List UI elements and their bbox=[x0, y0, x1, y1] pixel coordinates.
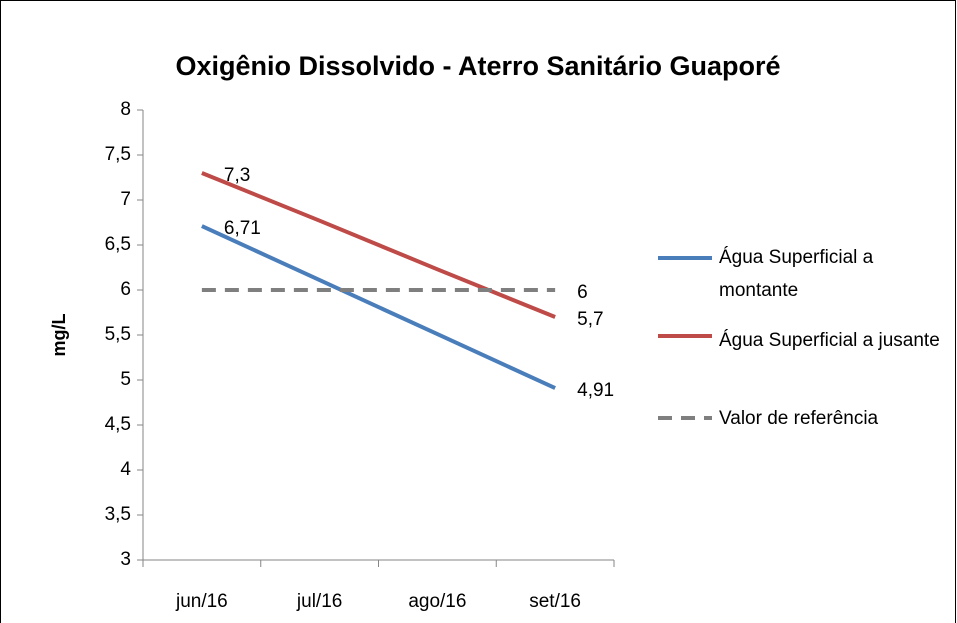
x-tick-label: jun/16 bbox=[175, 591, 228, 612]
data-label: 7,3 bbox=[224, 165, 250, 186]
x-tick-label: jul/16 bbox=[296, 591, 342, 612]
x-tick-label: ago/16 bbox=[408, 591, 466, 612]
data-label: 5,7 bbox=[577, 309, 603, 330]
y-tick-label: 4 bbox=[120, 459, 131, 480]
data-label: 6 bbox=[577, 282, 588, 303]
chart-title: Oxigênio Dissolvido - Aterro Sanitário G… bbox=[175, 51, 780, 81]
y-tick-label: 6,5 bbox=[105, 234, 131, 255]
data-label: 6,71 bbox=[224, 218, 261, 239]
series-line bbox=[201, 171, 556, 319]
y-axis-label: mg/L bbox=[49, 313, 69, 356]
y-tick-label: 3,5 bbox=[105, 504, 131, 525]
legend-label: Valor de referência bbox=[719, 408, 879, 429]
y-tick-label: 3 bbox=[120, 549, 131, 570]
y-tick-label: 5,5 bbox=[105, 324, 131, 345]
y-tick-label: 8 bbox=[120, 99, 131, 120]
y-tick-label: 7,5 bbox=[105, 144, 131, 165]
series-line bbox=[201, 224, 556, 390]
y-tick-label: 7 bbox=[120, 189, 131, 210]
y-tick-label: 6 bbox=[120, 279, 131, 300]
y-tick-label: 5 bbox=[120, 369, 131, 390]
legend-label: Água Superficial a jusante bbox=[719, 330, 940, 351]
y-tick-label: 4,5 bbox=[105, 414, 131, 435]
data-label: 4,91 bbox=[577, 380, 614, 401]
x-tick-label: set/16 bbox=[529, 591, 581, 612]
legend-label: Água Superficial a montante bbox=[719, 247, 874, 301]
